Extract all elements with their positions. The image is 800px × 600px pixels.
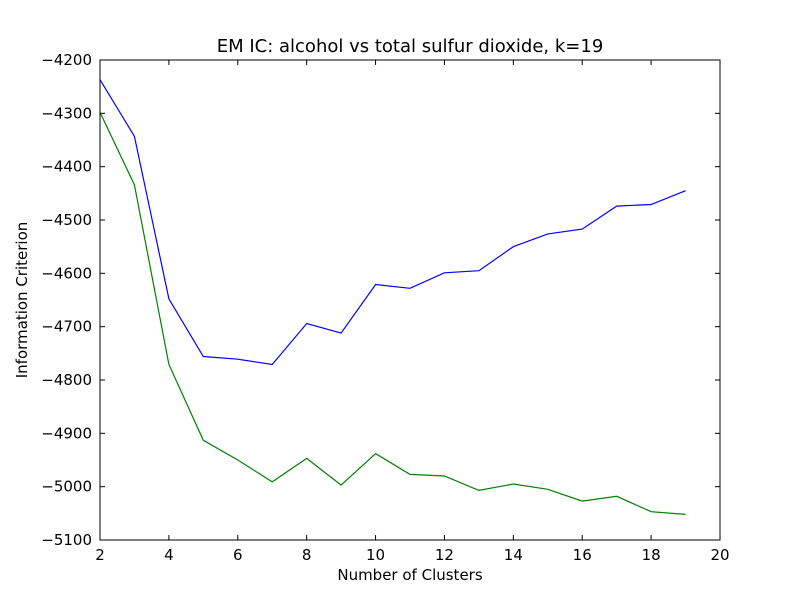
series-line-1 [99, 79, 686, 366]
y-tick-label: −4400 [41, 158, 92, 176]
x-tick-label: 8 [302, 546, 312, 564]
x-tick-label: 18 [642, 546, 661, 564]
plot-area: 2 4 6 8 10 12 14 16 18 20 −5100 −5000 −4900 −4800 −470… [41, 51, 729, 564]
y-tick-label: −4500 [41, 211, 92, 229]
y-tick-label: −5000 [41, 478, 92, 496]
y-tick-label: −4700 [41, 318, 92, 336]
plot-frame [99, 59, 721, 541]
x-tick-label: 14 [504, 546, 523, 564]
x-axis-label: Number of Clusters [337, 566, 482, 584]
x-tick-label: 20 [710, 546, 729, 564]
x-tick-label: 16 [573, 546, 592, 564]
y-tick-label: −4200 [41, 51, 92, 69]
y-tick-label: −4800 [41, 371, 92, 389]
y-tick-label: −5100 [41, 531, 92, 549]
chart-title: EM IC: alcohol vs total sulfur dioxide, … [217, 36, 604, 57]
x-tick-label: 12 [435, 546, 454, 564]
y-tick-label: −4600 [41, 264, 92, 282]
y-tick-label: −4300 [41, 104, 92, 122]
series-line-2 [99, 112, 686, 515]
y-tick-label: −4900 [41, 424, 92, 442]
x-tick-label: 2 [95, 546, 105, 564]
x-tick-label: 10 [366, 546, 385, 564]
y-axis-label: Information Criterion [13, 222, 31, 379]
x-tick-label: 6 [233, 546, 243, 564]
x-tick-label: 4 [164, 546, 174, 564]
